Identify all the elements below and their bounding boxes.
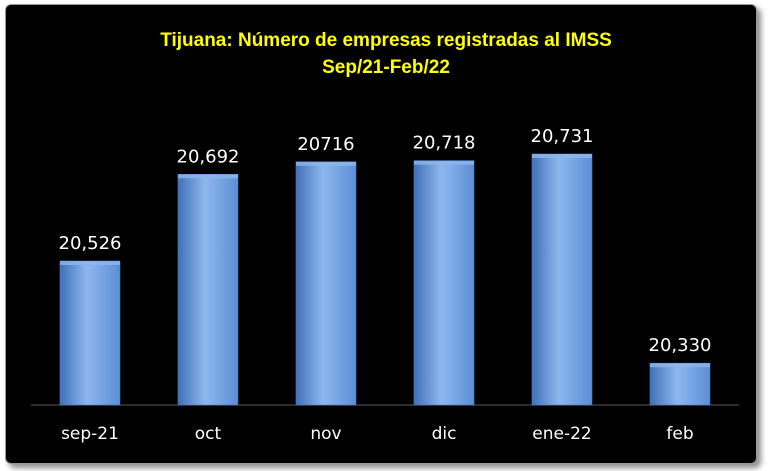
data-label-sep-21: 20,526 xyxy=(59,233,122,254)
bar-top-highlight-feb xyxy=(650,363,710,368)
data-label-feb: 20,330 xyxy=(649,335,712,356)
bar-top-highlight-sep-21 xyxy=(60,261,120,265)
bar-nov xyxy=(295,161,357,406)
bar-dic xyxy=(413,160,475,406)
category-label-nov: nov xyxy=(310,424,341,444)
category-label-dic: dic xyxy=(432,424,457,444)
chart-title: Tijuana: Número de empresas registradas … xyxy=(160,30,612,51)
category-label-sep-21: sep-21 xyxy=(61,424,119,444)
category-label-oct: oct xyxy=(195,424,222,444)
bar-sep-21 xyxy=(59,260,121,406)
data-label-nov: 20716 xyxy=(297,134,354,155)
bars-group: 20,526 sep-21 20,692 oct 20716 nov 20,718 dic 20… xyxy=(59,126,712,444)
chart-subtitle: Sep/21-Feb/22 xyxy=(322,57,450,78)
bar-top-highlight-ene-22 xyxy=(532,154,592,158)
data-label-ene-22: 20,731 xyxy=(531,126,594,147)
bar-ene-22 xyxy=(531,153,593,406)
bar-chart: Tijuana: Número de empresas registradas … xyxy=(31,30,739,444)
data-label-dic: 20,718 xyxy=(413,133,476,154)
category-label-ene-22: ene-22 xyxy=(532,424,591,444)
bar-oct xyxy=(177,174,239,406)
data-label-oct: 20,692 xyxy=(177,146,240,167)
category-label-feb: feb xyxy=(666,424,693,444)
bar-top-highlight-dic xyxy=(414,160,474,165)
bar-top-highlight-nov xyxy=(296,161,356,166)
bar-top-highlight-oct xyxy=(178,174,238,179)
bar-feb xyxy=(649,362,711,406)
chart-frame: Tijuana: Número de empresas registradas … xyxy=(5,4,757,464)
